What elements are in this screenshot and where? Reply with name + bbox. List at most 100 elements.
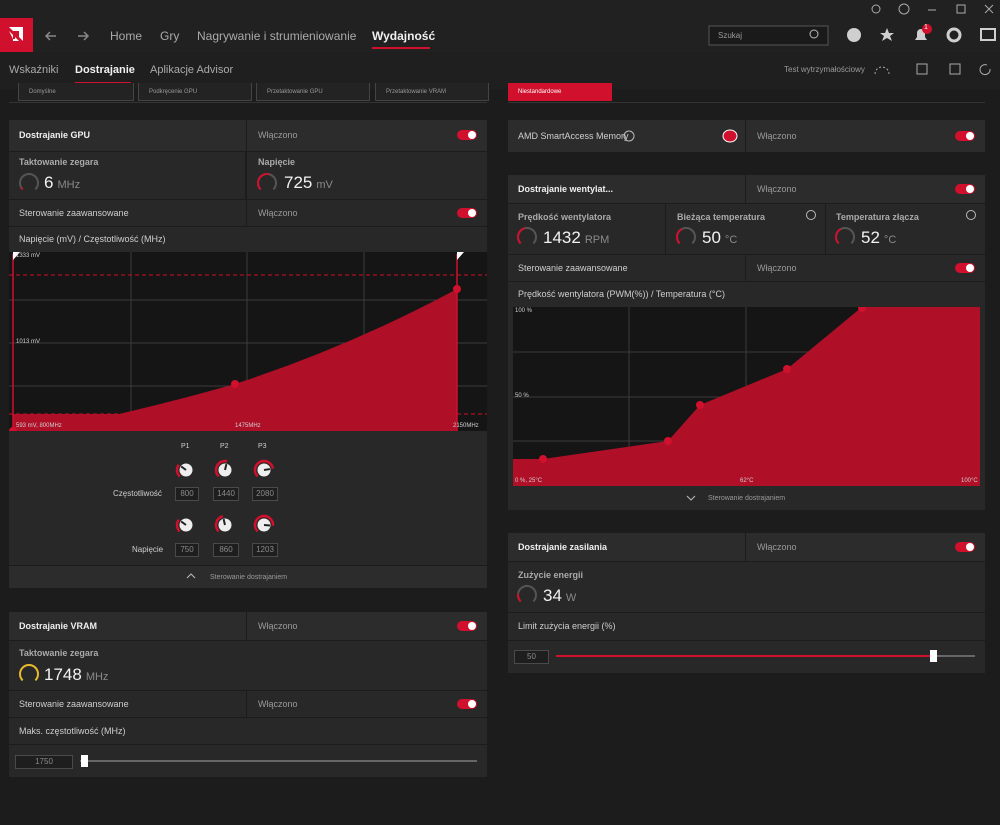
axis-label: 593 mV, 800MHz xyxy=(16,422,62,431)
axis-label: 100 % xyxy=(515,307,532,316)
forward-button[interactable] xyxy=(78,32,88,40)
status: Włączono xyxy=(258,129,298,141)
points-area xyxy=(9,431,487,565)
layout-icon[interactable] xyxy=(981,29,995,40)
panel-title: Dostrajanie GPU xyxy=(19,129,90,141)
row-label: Limit zużycia energii (%) xyxy=(518,620,616,632)
tab[interactable]: Wskaźniki xyxy=(9,63,59,77)
maximize-button[interactable] xyxy=(957,5,965,13)
nav-item-active[interactable]: Wydajność xyxy=(372,29,435,43)
curve-point[interactable] xyxy=(664,437,672,445)
metric-label: Zużycie energii xyxy=(518,569,583,581)
bug-icon[interactable] xyxy=(872,5,880,13)
status: Włączono xyxy=(757,541,797,553)
row-label: Napięcie xyxy=(132,544,163,556)
vf-curve-chart xyxy=(9,252,487,431)
panel-title: Dostrajanie zasilania xyxy=(518,541,607,553)
row-label: Częstotliwość xyxy=(113,488,162,500)
tab-active[interactable]: Dostrajanie xyxy=(75,63,135,77)
favorites-icon[interactable] xyxy=(880,28,894,41)
nav-item[interactable]: Gry xyxy=(160,29,179,43)
reset-icon[interactable] xyxy=(980,65,990,75)
value-box[interactable]: 750 xyxy=(175,543,199,557)
panel-title: Dostrajanie VRAM xyxy=(19,620,97,632)
info-icons xyxy=(805,209,980,221)
tab[interactable]: Aplikacje Advisor xyxy=(150,63,233,77)
curve-point[interactable] xyxy=(231,380,239,388)
slider-thumb[interactable] xyxy=(81,755,88,767)
toggle[interactable] xyxy=(457,621,477,631)
preset[interactable]: Domyślne xyxy=(18,83,134,101)
globe-icon[interactable] xyxy=(847,28,861,42)
preset[interactable]: Przetaktowanie GPU xyxy=(256,83,370,101)
value-box[interactable]: 50 xyxy=(514,650,549,664)
back-button[interactable] xyxy=(46,32,56,40)
status: Włączono xyxy=(258,620,298,632)
toggle[interactable] xyxy=(457,130,477,140)
toggle[interactable] xyxy=(955,263,975,273)
status: Włączono xyxy=(258,698,298,710)
metric-value: 1748 MHz xyxy=(44,665,108,687)
sam-icon xyxy=(723,130,737,142)
chevron-up xyxy=(186,572,196,580)
preset-active[interactable]: Niestandardowe xyxy=(508,83,612,101)
value-box[interactable]: 800 xyxy=(175,487,199,501)
stress-test[interactable]: Test wytrzymałościowy xyxy=(784,64,865,76)
info-icon[interactable] xyxy=(967,211,976,220)
toggle[interactable] xyxy=(457,699,477,709)
toggle[interactable] xyxy=(955,542,975,552)
preset[interactable]: Podkręcenie GPU xyxy=(138,83,252,101)
metric-label: Napięcie xyxy=(258,156,295,168)
row-label: Sterowanie zaawansowane xyxy=(518,262,628,274)
value: 50 xyxy=(702,228,721,247)
curve-point[interactable] xyxy=(696,401,704,409)
axis-label: 1475MHz xyxy=(235,422,261,431)
close-button[interactable] xyxy=(985,5,993,13)
value: 52 xyxy=(861,228,880,247)
footer-label[interactable]: Sterowanie dostrajaniem xyxy=(210,572,287,584)
panel-title: Dostrajanie wentylat... xyxy=(518,183,613,195)
nav-item[interactable]: Nagrywanie i strumieniowanie xyxy=(197,29,356,43)
fan-curve-chart xyxy=(513,307,980,486)
curve-point[interactable] xyxy=(453,285,461,293)
slider-thumb[interactable] xyxy=(930,650,937,662)
logo[interactable] xyxy=(0,18,33,52)
metric-label: Prędkość wentylatora xyxy=(518,211,611,223)
value-box[interactable]: 2080 xyxy=(252,487,278,501)
metric-value: 1432RPM xyxy=(543,228,609,250)
unit: MHz xyxy=(86,671,109,683)
nav-item[interactable]: Home xyxy=(110,29,142,43)
settings-icon[interactable] xyxy=(948,29,960,41)
value: 1748 xyxy=(44,665,82,684)
row-label: Sterowanie zaawansowane xyxy=(19,207,129,219)
unit: MHz xyxy=(57,179,80,191)
row-label: AMD SmartAccess Memory xyxy=(518,130,629,142)
axis-label: 2150MHz xyxy=(453,422,479,431)
sam-icons xyxy=(622,129,747,145)
point-label: P3 xyxy=(258,441,267,453)
toggle[interactable] xyxy=(955,131,975,141)
toggle[interactable] xyxy=(457,208,477,218)
metric-value: 725mV xyxy=(284,173,333,195)
axis-label: 1333 mV xyxy=(16,252,40,261)
stress-icon[interactable] xyxy=(875,67,889,74)
value-box[interactable]: 1203 xyxy=(252,543,278,557)
value-box[interactable]: 860 xyxy=(213,543,239,557)
value-box[interactable]: 1440 xyxy=(213,487,239,501)
value-box[interactable]: 1750 xyxy=(15,755,73,769)
preset[interactable]: Przetaktowanie VRAM xyxy=(375,83,489,101)
info-icon[interactable] xyxy=(807,211,816,220)
export-icon[interactable] xyxy=(950,64,960,74)
help-icon[interactable] xyxy=(899,4,909,14)
unit: °C xyxy=(884,234,896,246)
point-label: P2 xyxy=(220,441,229,453)
axis-label: 100°C xyxy=(961,477,978,486)
info-icon[interactable] xyxy=(624,131,634,141)
curve-point[interactable] xyxy=(539,455,547,463)
footer-label[interactable]: Sterowanie dostrajaniem xyxy=(708,493,785,505)
save-icon[interactable] xyxy=(917,64,927,74)
curve-point[interactable] xyxy=(783,365,791,373)
toggle[interactable] xyxy=(955,184,975,194)
status: Włączono xyxy=(757,262,797,274)
notification-count: 1 xyxy=(924,23,928,33)
